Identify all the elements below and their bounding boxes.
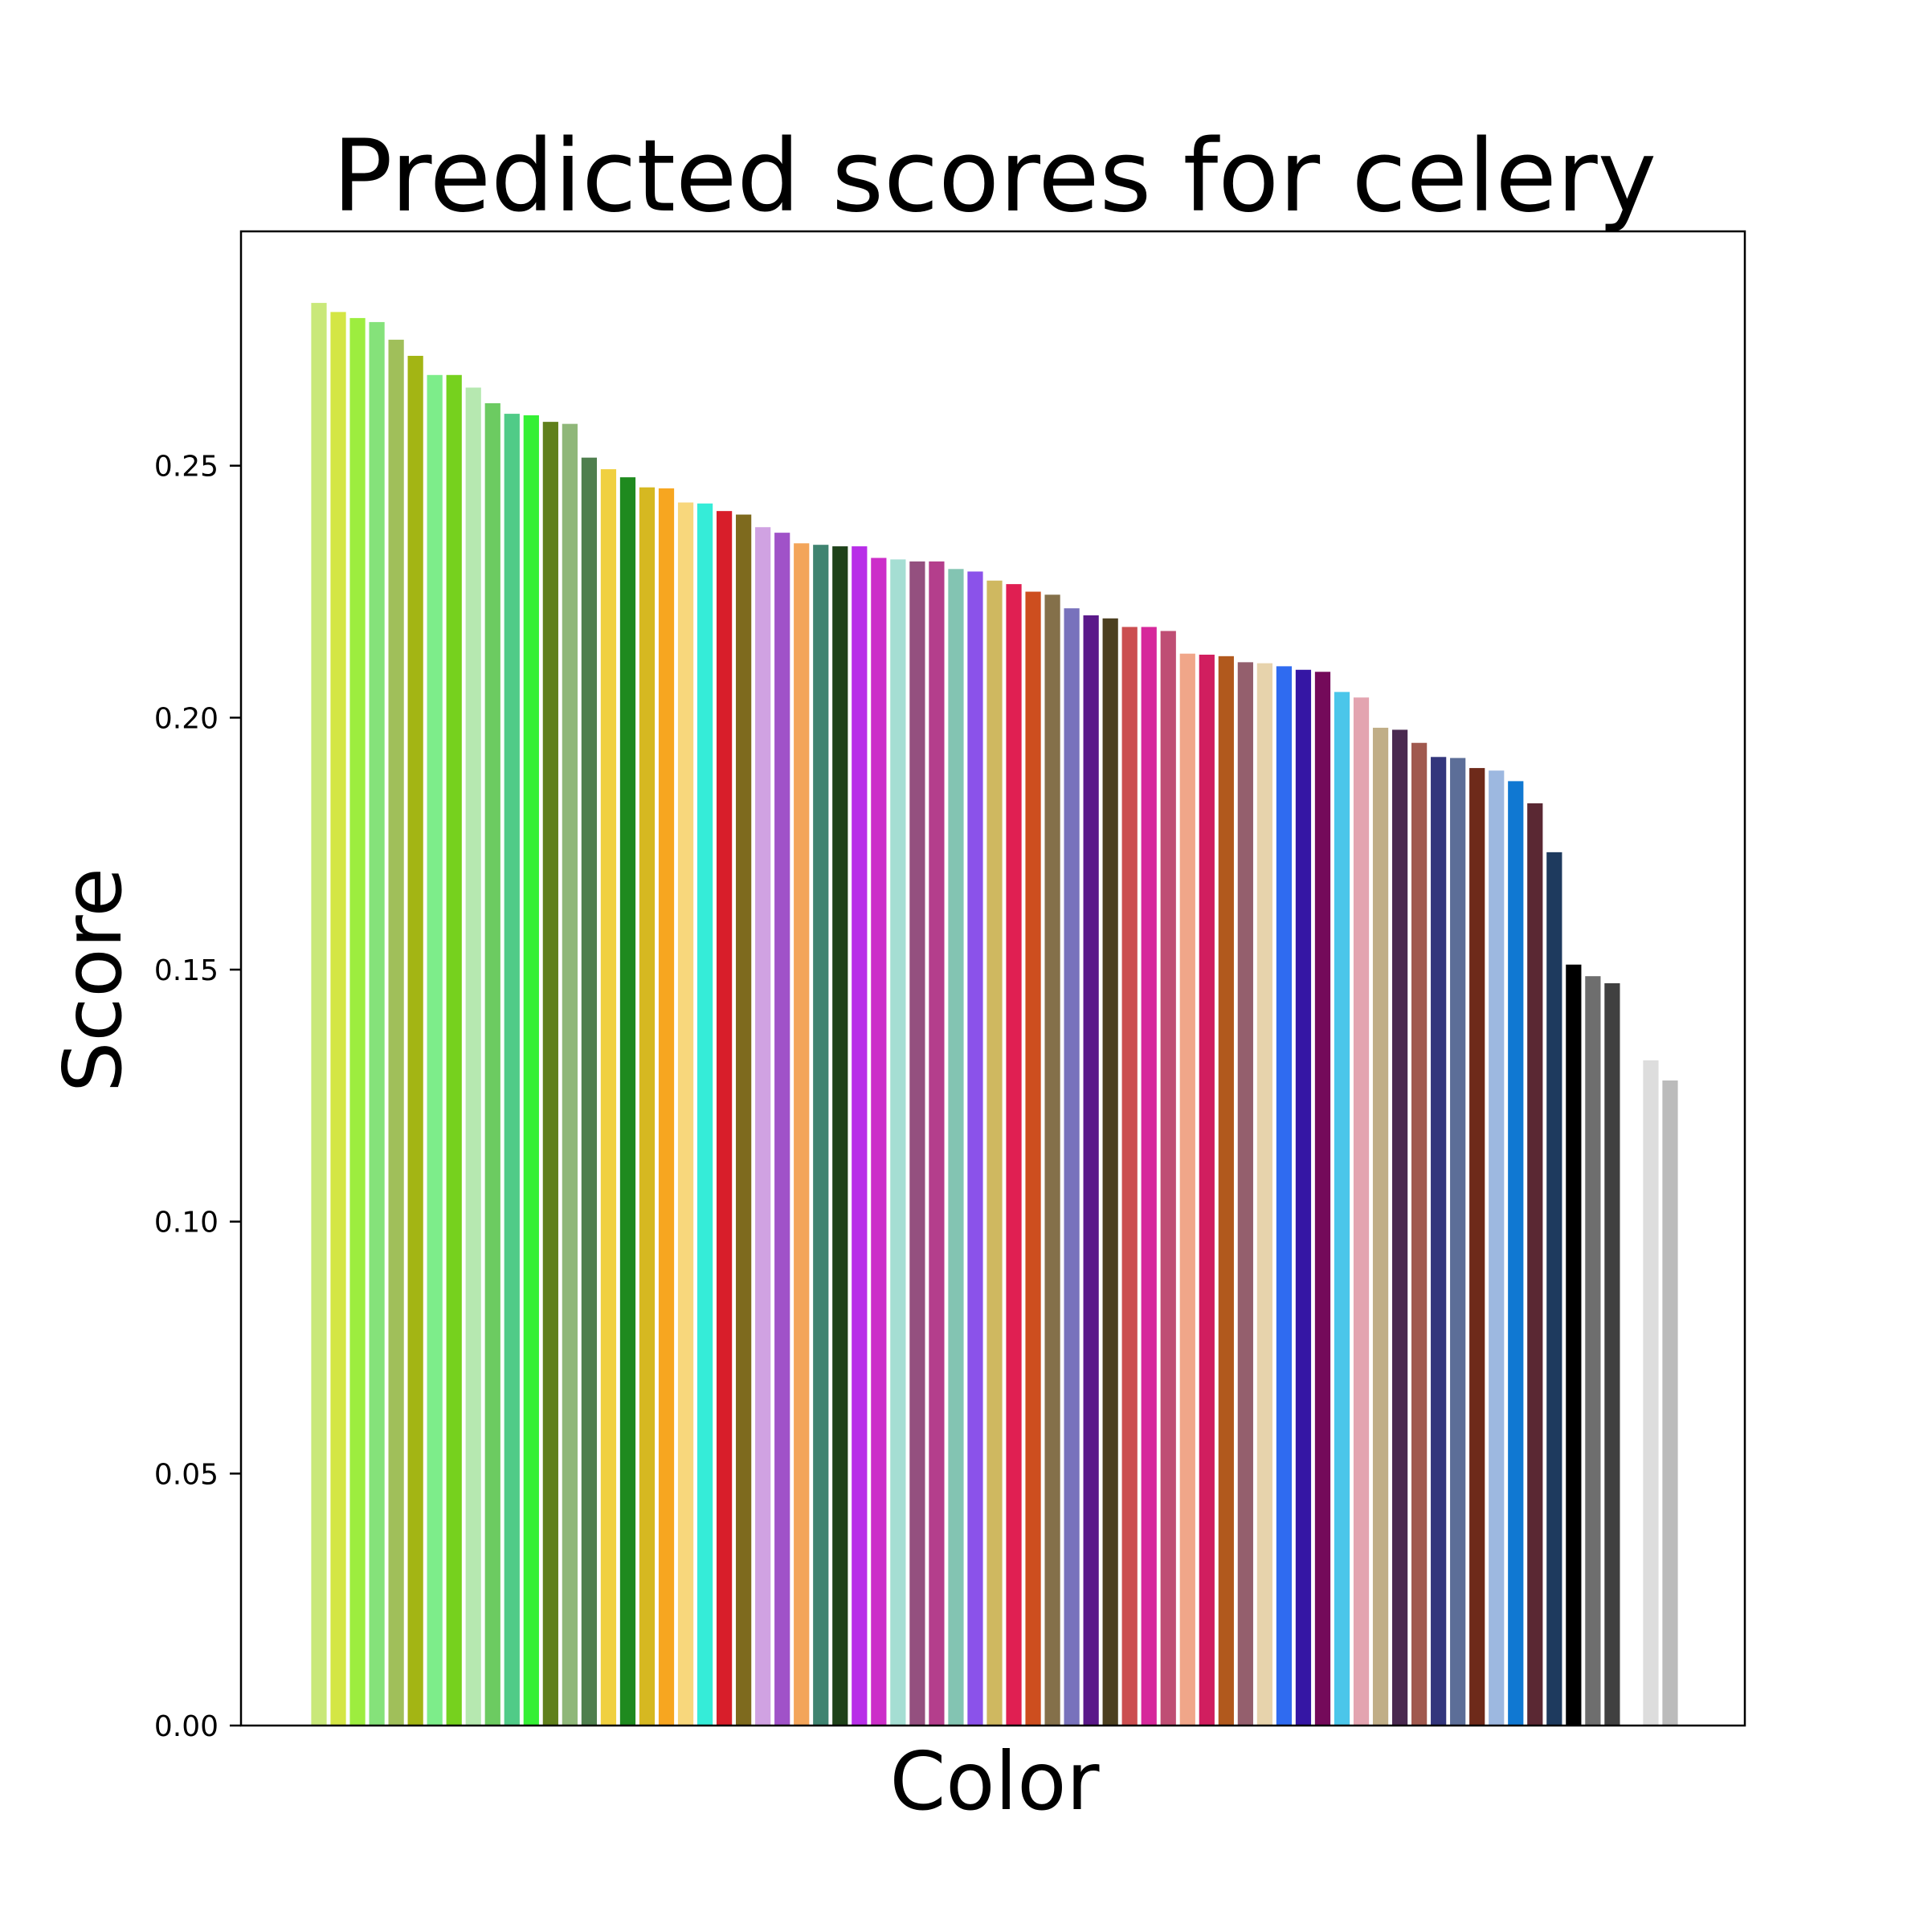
bar-24 [755,527,771,1726]
bar-39 [1044,594,1060,1726]
bar-14 [562,423,578,1726]
bar-36 [986,580,1003,1726]
bar-51 [1276,666,1293,1726]
bar-59 [1431,757,1447,1726]
bar-35 [967,571,983,1726]
bar-2 [330,312,346,1726]
bar-15 [581,457,598,1726]
bar-42 [1102,618,1118,1726]
bar-23 [736,514,752,1726]
bar-31 [890,559,906,1726]
bar-10 [484,402,500,1726]
bar-54 [1334,692,1350,1726]
bar-33 [929,561,945,1726]
bar-58 [1411,742,1428,1726]
bar-5 [388,339,404,1726]
bar-61 [1469,768,1485,1726]
bar-47 [1199,654,1215,1726]
bar-1 [311,303,327,1726]
bar-26 [794,543,810,1726]
bar-41 [1083,615,1099,1726]
bar-30 [871,558,887,1726]
bar-21 [696,503,713,1726]
bar-11 [504,414,520,1726]
bar-3 [349,317,366,1726]
bar-60 [1450,758,1466,1726]
bar-32 [909,561,925,1726]
plot-frame [239,230,1746,1727]
y-tick-label: 0.25 [154,451,219,484]
bar-40 [1064,608,1080,1726]
bar-45 [1160,631,1176,1726]
bar-4 [369,321,385,1726]
bar-63 [1508,781,1524,1726]
y-tick-label: 0.10 [154,1207,219,1240]
bar-18 [639,487,656,1726]
bar-44 [1141,627,1157,1726]
bar-67 [1585,976,1601,1726]
bar-19 [658,488,675,1726]
y-axis: 0.00 0.05 0.10 0.15 0.20 0.25 [154,451,241,1743]
bar-64 [1527,803,1543,1726]
y-tick-label: 0.00 [154,1710,219,1743]
bar-28 [832,546,848,1726]
bar-20 [677,502,694,1726]
bar-56 [1372,727,1389,1726]
bar-16 [600,469,617,1726]
bar-27 [813,545,829,1726]
y-tick-label: 0.05 [154,1458,219,1491]
bar-25 [774,533,790,1726]
chart-title: Predicted scores for celery [333,119,1656,235]
y-tick-label: 0.15 [154,954,219,987]
bar-43 [1121,627,1138,1726]
bar-48 [1218,656,1234,1726]
bar-17 [619,477,636,1726]
bar-29 [852,546,868,1726]
bar-53 [1314,672,1331,1726]
bar-70 [1643,1060,1659,1726]
bar-55 [1353,697,1370,1726]
bar-22 [716,511,733,1726]
bar-66 [1566,964,1582,1726]
bars-group [311,303,1678,1726]
y-axis-label: Score [46,868,140,1093]
bar-65 [1546,852,1562,1726]
bar-71 [1662,1080,1678,1726]
bar-68 [1604,982,1620,1726]
x-axis-label: Color [889,1734,1100,1828]
bar-50 [1256,663,1272,1726]
bar-57 [1391,729,1408,1726]
bar-46 [1179,653,1195,1726]
bar-38 [1025,591,1041,1726]
bar-7 [427,374,443,1726]
bar-8 [446,374,462,1726]
bar-9 [465,387,481,1726]
bar-37 [1006,584,1022,1726]
y-tick-label: 0.20 [154,702,219,735]
bar-13 [542,422,558,1726]
bar-52 [1295,669,1312,1726]
bar-12 [523,415,539,1726]
bar-6 [407,355,423,1726]
bar-49 [1237,662,1253,1726]
bar-34 [948,569,964,1726]
bar-62 [1489,770,1505,1726]
